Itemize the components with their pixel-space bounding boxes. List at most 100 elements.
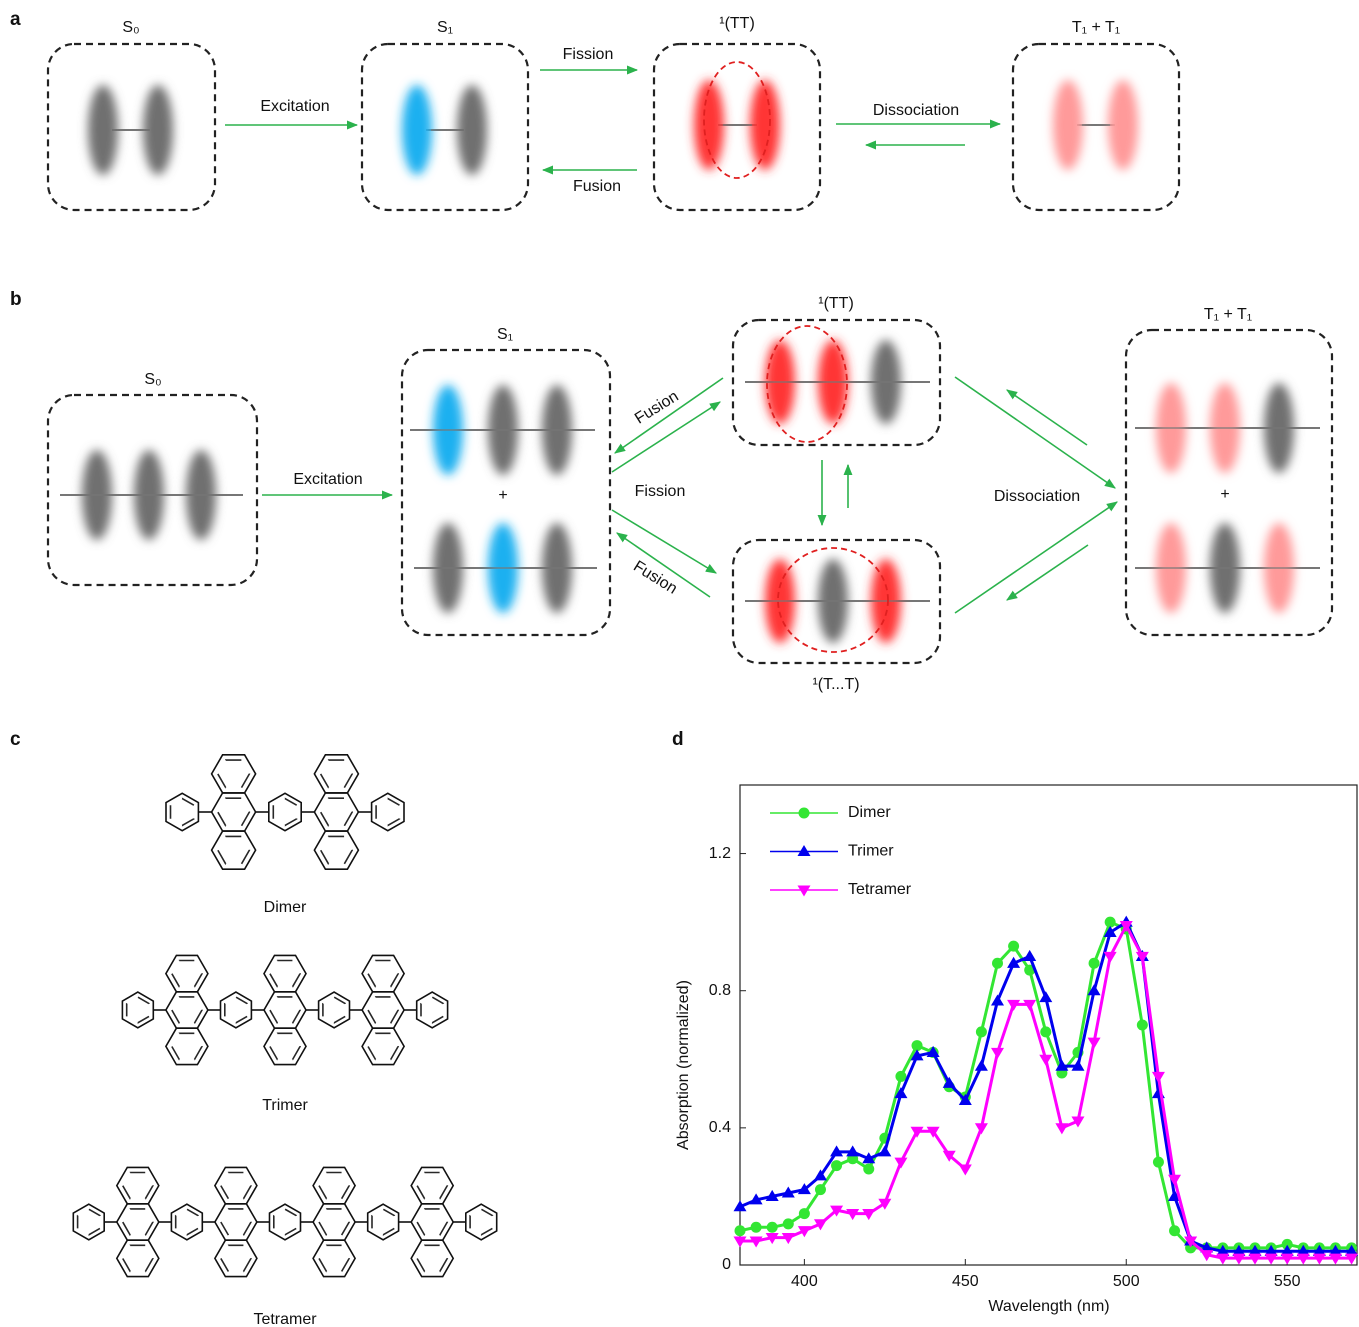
marker (975, 1060, 988, 1071)
ring-inner (270, 961, 300, 987)
chromophore (1053, 80, 1083, 170)
arrow-label: Fusion (632, 388, 682, 428)
marker (1168, 1175, 1181, 1186)
x-tick-label: 550 (1274, 1273, 1301, 1290)
arrow (612, 402, 720, 472)
ring-inner (225, 997, 247, 1023)
marker (1152, 1072, 1165, 1083)
chromophore (88, 85, 118, 175)
marker (878, 1199, 891, 1210)
marker (1039, 991, 1052, 1002)
marker (1104, 952, 1117, 963)
marker (1153, 1157, 1164, 1168)
panel-label: a (10, 9, 21, 30)
x-tick-label: 450 (952, 1273, 979, 1290)
ring-inner (123, 1209, 153, 1235)
ring-inner (270, 997, 300, 1023)
marker (895, 1071, 906, 1082)
state-box (1013, 44, 1179, 210)
chromophore (457, 85, 487, 175)
state-label: S₀ (144, 371, 161, 388)
series-line (740, 922, 1352, 1251)
ring-inner (376, 799, 399, 826)
plus-sign: + (498, 487, 507, 504)
ring-inner (421, 997, 443, 1023)
arrow-label: Excitation (293, 471, 362, 488)
ring-inner (319, 1209, 349, 1235)
marker (767, 1222, 778, 1233)
marker (992, 958, 1003, 969)
marker (799, 808, 810, 819)
x-tick-label: 500 (1113, 1273, 1140, 1290)
arrow-label: Excitation (260, 98, 329, 115)
marker (1008, 941, 1019, 952)
ring-inner (323, 997, 345, 1023)
state-label: ¹(T...T) (812, 676, 859, 693)
ring-inner (172, 961, 202, 987)
chromophore (750, 80, 780, 170)
y-axis-label: Absorption (normalized) (675, 980, 692, 1150)
ring-inner (123, 1173, 153, 1199)
state-label: S₀ (122, 19, 139, 36)
ring-inner (368, 961, 398, 987)
ring-inner (417, 1245, 447, 1271)
chromophore (694, 80, 724, 170)
marker (863, 1164, 874, 1175)
marker (798, 845, 811, 856)
ring-inner (123, 1245, 153, 1271)
legend-label: Tetramer (848, 881, 912, 898)
series (734, 916, 1359, 1256)
marker (991, 995, 1004, 1006)
marker (799, 1208, 810, 1219)
ring-inner (417, 1209, 447, 1235)
ring-inner (368, 1033, 398, 1059)
arrow-label: Dissociation (994, 488, 1080, 505)
ring-inner (218, 798, 250, 826)
ring-inner (270, 1033, 300, 1059)
state-label: ¹(TT) (719, 15, 755, 32)
marker (1169, 1225, 1180, 1236)
marker (815, 1184, 826, 1195)
arrow (1007, 390, 1087, 445)
panel-label: c (10, 729, 21, 750)
ring-inner (218, 760, 250, 788)
ring-inner (321, 760, 353, 788)
figure: 40045050055000.40.81.2Wavelength (nm)Abs… (0, 0, 1359, 1327)
marker (975, 1123, 988, 1134)
y-tick-label: 0 (722, 1256, 731, 1273)
arrow (955, 502, 1117, 613)
plot-frame (740, 785, 1357, 1265)
ring-inner (274, 1209, 296, 1235)
state-label: T₁ + T₁ (1072, 19, 1120, 36)
state-label: ¹(TT) (818, 295, 854, 312)
ring-inner (127, 997, 149, 1023)
plus-sign: + (1220, 486, 1229, 503)
marker (735, 1225, 746, 1236)
arrow-label: Fusion (630, 558, 680, 598)
marker (783, 1218, 794, 1229)
molecule-label: Trimer (262, 1097, 308, 1114)
state-label: T₁ + T₁ (1204, 306, 1252, 323)
ring-inner (221, 1245, 251, 1271)
ring-inner (78, 1209, 100, 1235)
marker (1088, 1038, 1101, 1049)
marker (894, 1158, 907, 1169)
arrow (955, 377, 1115, 488)
marker (959, 1164, 972, 1175)
ring-inner (172, 997, 202, 1023)
chromophore (402, 85, 432, 175)
ring-inner (319, 1173, 349, 1199)
arrow-label: Fission (635, 483, 686, 500)
arrow-label: Fission (563, 46, 614, 63)
ring-inner (221, 1209, 251, 1235)
arrow-label: Dissociation (873, 102, 959, 119)
panel-label: b (10, 289, 22, 310)
y-tick-label: 0.8 (709, 982, 731, 999)
ring-inner (172, 1033, 202, 1059)
marker (1136, 952, 1149, 963)
panel-label: d (672, 729, 684, 750)
marker (976, 1026, 987, 1037)
arrow (1007, 545, 1088, 600)
ring-inner (171, 799, 194, 826)
ring-inner (319, 1245, 349, 1271)
